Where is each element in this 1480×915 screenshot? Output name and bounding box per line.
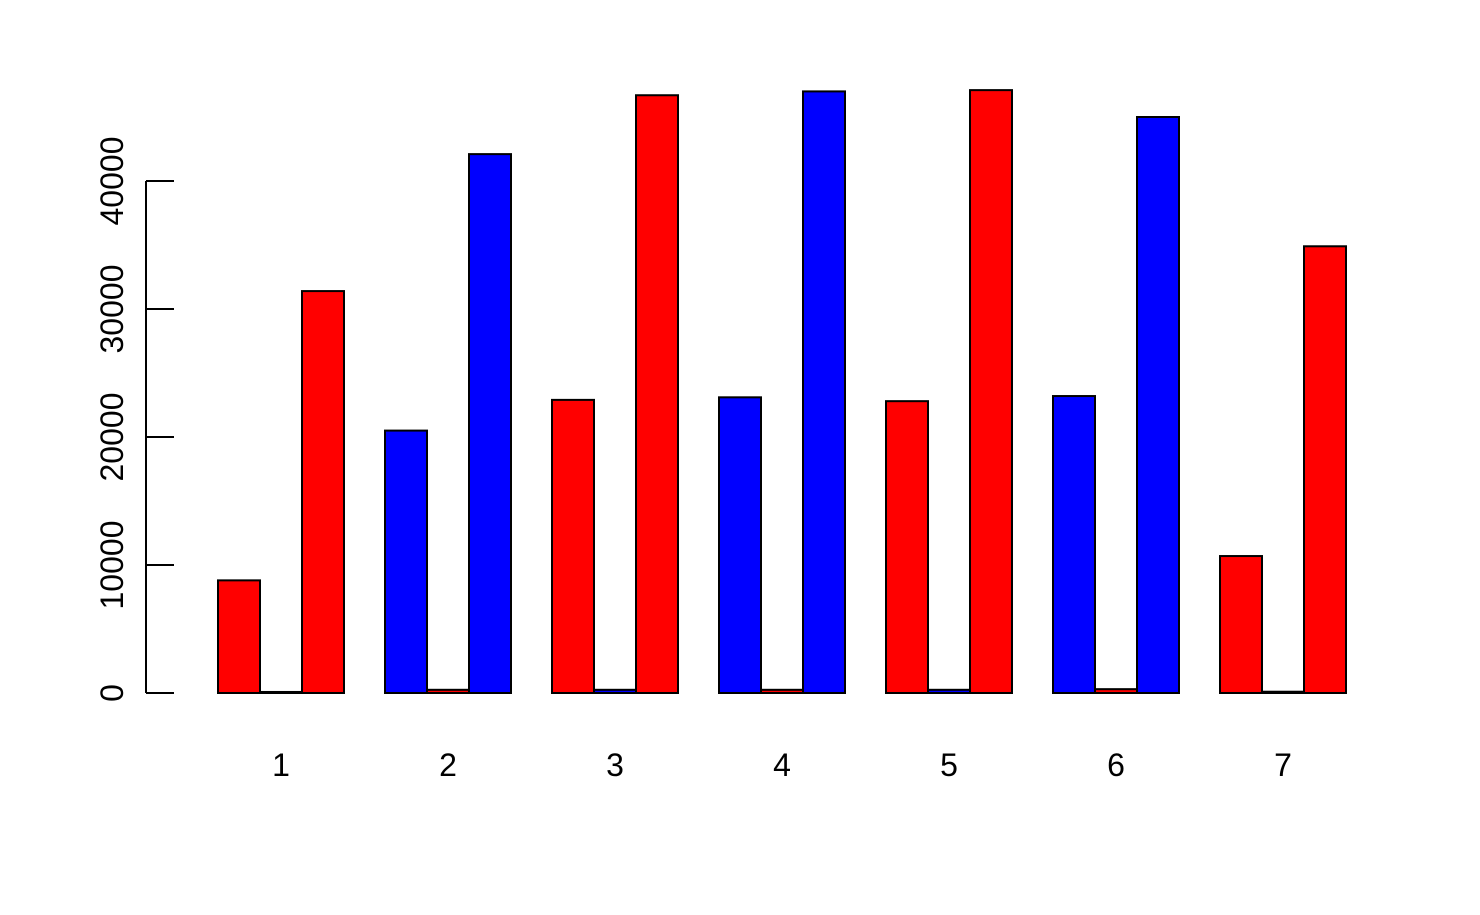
y-tick-label: 30000 (94, 265, 130, 354)
bar-4-3 (802, 90, 846, 694)
x-tick-label: 4 (773, 747, 791, 783)
bar-4-2 (760, 688, 804, 694)
bar-1-3 (301, 290, 345, 694)
y-axis: 0 10000 20000 30000 40000 (94, 137, 174, 702)
x-tick-label: 7 (1274, 747, 1292, 783)
bars-group (217, 89, 1347, 695)
y-tick-label: 0 (94, 684, 130, 702)
x-tick-label: 6 (1107, 747, 1125, 783)
bar-5-2 (927, 688, 971, 694)
y-tick-label: 20000 (94, 393, 130, 482)
bar-2-1 (384, 429, 428, 694)
y-tick-label: 40000 (94, 137, 130, 226)
x-tick-label: 3 (606, 747, 624, 783)
bar-1-2 (259, 690, 303, 695)
x-tick-label: 1 (272, 747, 290, 783)
bar-3-1 (551, 398, 595, 694)
bar-5-3 (969, 89, 1013, 695)
bar-1-1 (217, 579, 261, 694)
x-axis-labels: 1 2 3 4 5 6 7 (272, 747, 1292, 783)
bar-5-1 (885, 400, 929, 694)
y-tick-label: 10000 (94, 521, 130, 610)
bar-7-2 (1261, 690, 1305, 694)
bar-4-1 (718, 396, 762, 694)
bar-2-2 (426, 688, 470, 694)
bar-6-1 (1052, 395, 1096, 694)
bar-3-2 (593, 688, 637, 694)
bar-7-1 (1219, 555, 1263, 694)
bar-6-2 (1094, 688, 1138, 694)
bar-7-3 (1303, 245, 1347, 694)
bar-2-3 (468, 153, 512, 694)
bar-6-3 (1136, 116, 1180, 694)
x-tick-label: 2 (439, 747, 457, 783)
bar-3-3 (635, 94, 679, 695)
x-tick-label: 5 (940, 747, 958, 783)
